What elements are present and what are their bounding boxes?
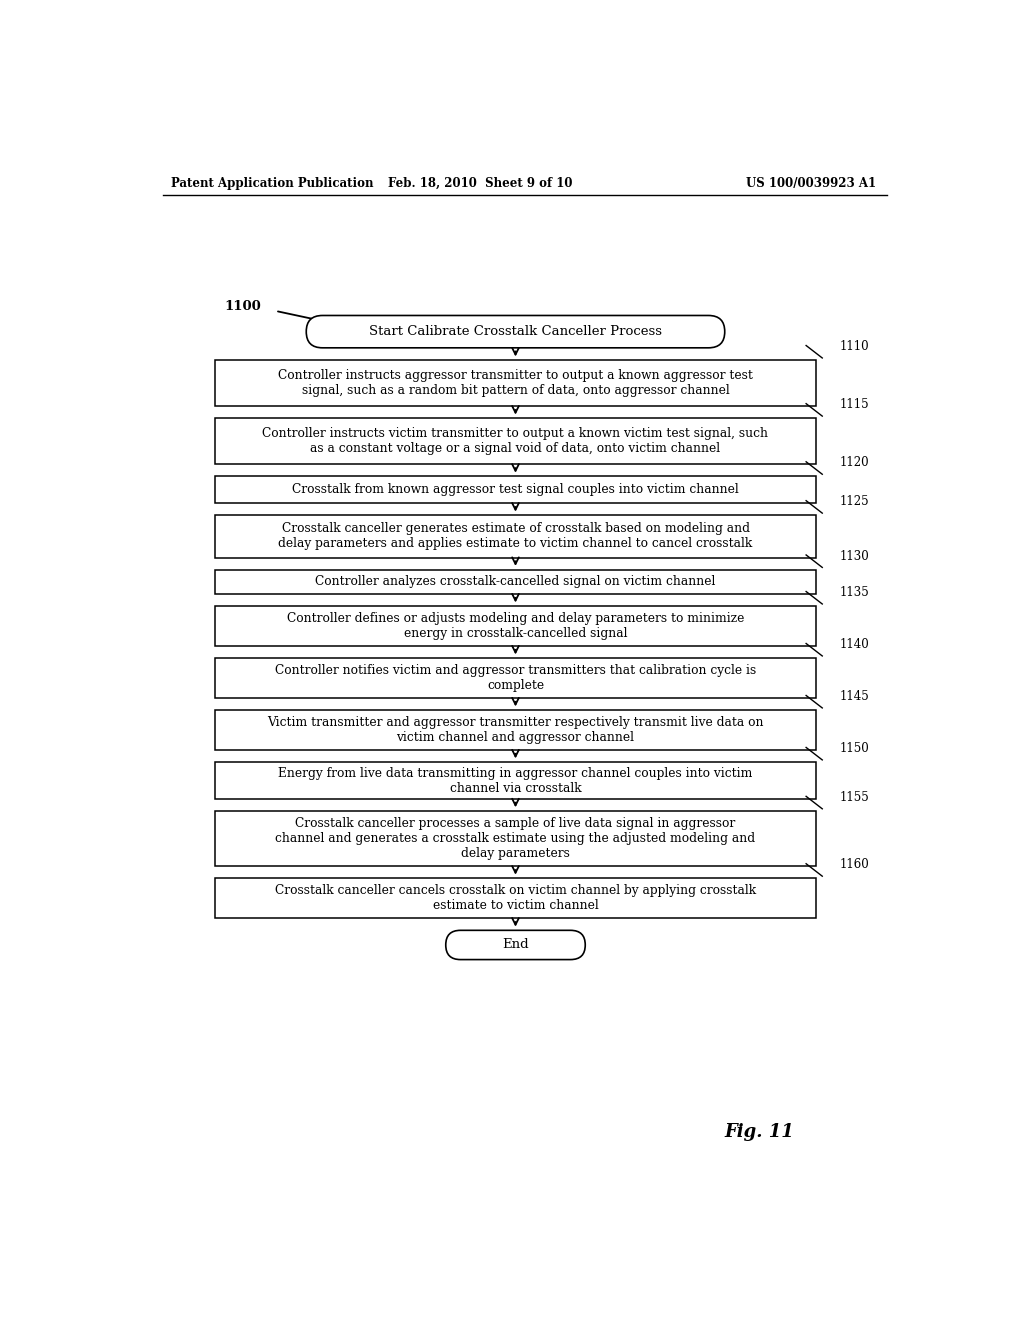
Text: Crosstalk canceller generates estimate of crosstalk based on modeling and
delay : Crosstalk canceller generates estimate o…: [279, 523, 753, 550]
Text: Patent Application Publication: Patent Application Publication: [171, 177, 373, 190]
Text: 1155: 1155: [840, 791, 869, 804]
Text: Feb. 18, 2010  Sheet 9 of 10: Feb. 18, 2010 Sheet 9 of 10: [388, 177, 572, 190]
Text: 1115: 1115: [840, 399, 869, 412]
Bar: [215, 418, 816, 465]
Text: Victim transmitter and aggressor transmitter respectively transmit live data on
: Victim transmitter and aggressor transmi…: [267, 717, 764, 744]
Bar: [215, 606, 816, 647]
FancyBboxPatch shape: [445, 931, 586, 960]
Bar: [215, 878, 816, 919]
Text: Fig. 11: Fig. 11: [725, 1123, 795, 1142]
Text: Crosstalk canceller processes a sample of live data signal in aggressor
channel : Crosstalk canceller processes a sample o…: [275, 817, 756, 861]
Text: Start Calibrate Crosstalk Canceller Process: Start Calibrate Crosstalk Canceller Proc…: [369, 325, 662, 338]
Text: 1150: 1150: [840, 742, 869, 755]
Bar: [215, 659, 816, 698]
Text: 1110: 1110: [840, 341, 869, 354]
Bar: [215, 762, 816, 799]
Text: Controller notifies victim and aggressor transmitters that calibration cycle is
: Controller notifies victim and aggressor…: [274, 664, 756, 692]
Text: 1120: 1120: [840, 457, 869, 470]
Text: 1125: 1125: [840, 495, 869, 508]
Text: Controller instructs victim transmitter to output a known victim test signal, su: Controller instructs victim transmitter …: [262, 428, 768, 455]
Bar: [215, 710, 816, 750]
Bar: [215, 810, 816, 866]
Text: Crosstalk from known aggressor test signal couples into victim channel: Crosstalk from known aggressor test sign…: [292, 483, 739, 496]
Text: Controller analyzes crosstalk-cancelled signal on victim channel: Controller analyzes crosstalk-cancelled …: [315, 576, 716, 589]
Text: 1140: 1140: [840, 638, 869, 651]
Text: Controller defines or adjusts modeling and delay parameters to minimize
energy i: Controller defines or adjusts modeling a…: [287, 612, 744, 640]
Text: 1160: 1160: [840, 858, 869, 871]
Bar: [215, 477, 816, 503]
Text: 1100: 1100: [225, 300, 261, 313]
Bar: [215, 360, 816, 407]
Text: End: End: [502, 939, 528, 952]
Bar: [215, 570, 816, 594]
Text: 1130: 1130: [840, 549, 869, 562]
Text: 1135: 1135: [840, 586, 869, 599]
FancyBboxPatch shape: [306, 315, 725, 348]
Bar: [215, 515, 816, 557]
Text: Energy from live data transmitting in aggressor channel couples into victim
chan: Energy from live data transmitting in ag…: [279, 767, 753, 795]
Text: Controller instructs aggressor transmitter to output a known aggressor test
sign: Controller instructs aggressor transmitt…: [279, 370, 753, 397]
Text: 1145: 1145: [840, 690, 869, 704]
Text: Crosstalk canceller cancels crosstalk on victim channel by applying crosstalk
es: Crosstalk canceller cancels crosstalk on…: [274, 884, 756, 912]
Text: US 100/0039923 A1: US 100/0039923 A1: [745, 177, 876, 190]
